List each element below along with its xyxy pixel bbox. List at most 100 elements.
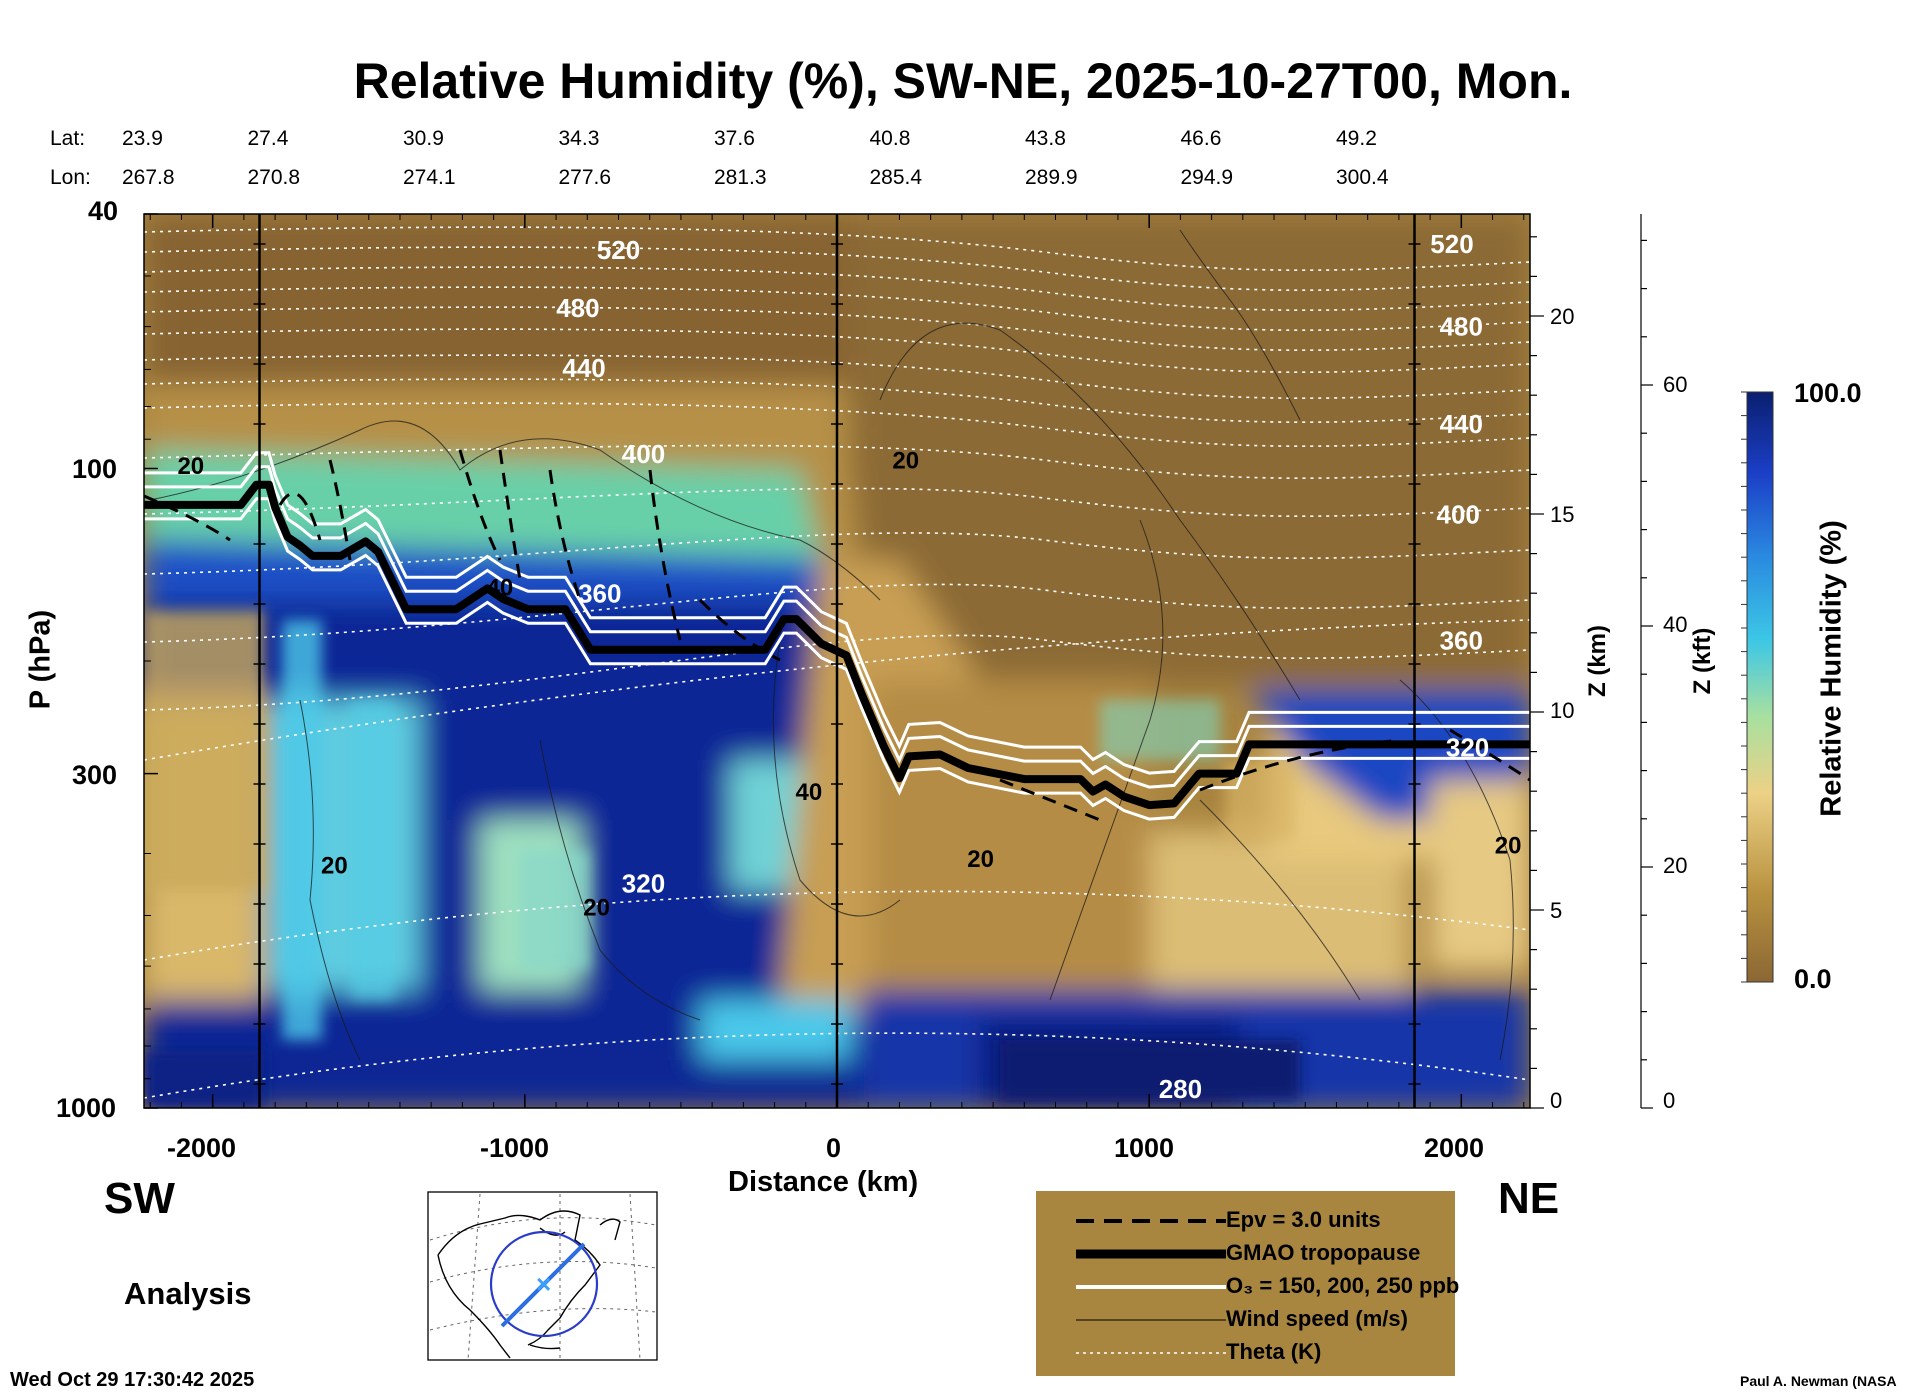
sw-direction-label: SW xyxy=(104,1174,175,1223)
y-tick-label: 100 xyxy=(72,454,118,484)
tropopause-line xyxy=(144,480,1530,810)
zkm-tick-label: 0 xyxy=(1550,1088,1563,1113)
wind-contour xyxy=(1179,229,1301,421)
x-tick-label: 0 xyxy=(826,1133,842,1163)
wind-contour xyxy=(539,739,701,1021)
x-tick-label: -1000 xyxy=(480,1133,550,1163)
wind-label: 20 xyxy=(321,853,348,880)
legend-label: Wind speed (m/s) xyxy=(1226,1306,1408,1331)
vertical-location-markers xyxy=(253,214,1421,1108)
lon-value: 285.4 xyxy=(869,166,923,189)
lon-value: 289.9 xyxy=(1025,166,1078,189)
theta-label: 480 xyxy=(556,293,599,323)
lon-value: 277.6 xyxy=(558,166,612,189)
wind-label: 20 xyxy=(892,448,919,475)
lat-value: 27.4 xyxy=(247,127,289,150)
legend-label: GMAO tropopause xyxy=(1226,1240,1421,1265)
legend-label: Theta (K) xyxy=(1226,1339,1322,1364)
epv-contour xyxy=(498,449,522,581)
ozone-contour xyxy=(144,497,1530,821)
legend-item-theta: Theta (K) xyxy=(1036,1337,1455,1369)
epv-contour xyxy=(999,778,1101,822)
epv-contour xyxy=(144,494,231,542)
wind-contour xyxy=(772,639,901,917)
map-center-star-icon: × xyxy=(536,1269,551,1299)
wind-contour xyxy=(879,322,1301,701)
legend-item-tropopause: GMAO tropopause xyxy=(1036,1238,1455,1270)
wind-contour xyxy=(149,420,881,601)
legend-item-ozone: O₃ = 150, 200, 250 ppb xyxy=(1036,1271,1459,1303)
epv-contour xyxy=(1199,738,1401,792)
chart-title: Relative Humidity (%), SW-NE, 2025-10-27… xyxy=(353,53,1573,109)
x-tick-label: -2000 xyxy=(167,1133,237,1163)
wind-label: 20 xyxy=(967,846,994,873)
colorbar-max-label: 100.0 xyxy=(1794,378,1862,408)
lon-value: 267.8 xyxy=(122,166,175,189)
colorbar-title: Relative Humidity (%) xyxy=(1815,520,1848,817)
axes xyxy=(144,213,1747,1109)
zkm-tick-label: 10 xyxy=(1550,698,1575,723)
wind-label: 20 xyxy=(177,453,204,480)
ozone-contour xyxy=(144,451,1530,775)
credit: Paul A. Newman (NASA xyxy=(1740,1373,1897,1389)
theta-label: 400 xyxy=(1437,500,1480,530)
legend: Epv = 3.0 units GMAO tropopause O₃ = 150… xyxy=(1036,1191,1459,1376)
theta-label: 440 xyxy=(562,353,605,383)
timestamp: Wed Oct 29 17:30:42 2025 xyxy=(10,1369,255,1391)
wind-label: 20 xyxy=(1495,833,1522,860)
x-axis-title: Distance (km) xyxy=(728,1166,919,1198)
theta-isoline xyxy=(144,532,1530,575)
legend-item-epv: Epv = 3.0 units xyxy=(1036,1205,1455,1237)
theta-isoline xyxy=(144,634,1530,711)
lon-header-label: Lon: xyxy=(50,166,91,189)
epv-contour xyxy=(328,459,352,561)
wind-label: 40 xyxy=(796,779,823,806)
wind-label: 40 xyxy=(487,575,514,602)
theta-label: 400 xyxy=(622,439,665,469)
theta-label: 520 xyxy=(1430,229,1473,259)
theta-label: 320 xyxy=(1446,732,1489,762)
theta-label: 520 xyxy=(597,235,640,265)
zkft-tick-label: 60 xyxy=(1663,372,1688,397)
theta-label: 280 xyxy=(1159,1074,1202,1104)
lon-value: 300.4 xyxy=(1336,166,1389,189)
epv-contour xyxy=(278,491,322,541)
legend-label: O₃ = 150, 200, 250 ppb xyxy=(1226,1273,1460,1298)
legend-label: Epv = 3.0 units xyxy=(1226,1207,1381,1232)
y-tick-label: 40 xyxy=(88,196,119,226)
lon-value: 281.3 xyxy=(714,166,767,189)
lon-value: 294.9 xyxy=(1180,166,1234,189)
theta-label: 480 xyxy=(1440,312,1483,342)
epv-contour xyxy=(548,469,582,601)
lat-value: 43.8 xyxy=(1025,127,1066,150)
wind-contour xyxy=(1199,799,1361,1001)
zkft-tick-label: 0 xyxy=(1663,1088,1676,1113)
theta-label: 440 xyxy=(1440,409,1483,439)
zkft-tick-label: 20 xyxy=(1663,853,1688,878)
lat-value: 49.2 xyxy=(1336,127,1377,150)
x-tick-label: 2000 xyxy=(1424,1133,1485,1163)
lon-value: 270.8 xyxy=(247,166,301,189)
lat-value: 30.9 xyxy=(403,127,444,150)
lat-value: 34.3 xyxy=(558,127,600,150)
zkm-tick-label: 5 xyxy=(1550,898,1563,923)
colorbar-min-label: 0.0 xyxy=(1794,964,1832,994)
zkm-tick-label: 15 xyxy=(1550,502,1575,527)
zkft-axis-title: Z (kft) xyxy=(1689,627,1716,695)
x-tick-label: 1000 xyxy=(1114,1133,1175,1163)
inset-map: × xyxy=(427,1191,658,1361)
zkft-tick-label: 40 xyxy=(1663,612,1688,637)
ne-direction-label: NE xyxy=(1498,1174,1560,1223)
wind-contour xyxy=(299,699,361,1061)
y-tick-label: 1000 xyxy=(56,1093,117,1123)
mode-label: Analysis xyxy=(124,1276,252,1311)
epv-contour xyxy=(1449,728,1530,782)
ozone-contour xyxy=(144,465,1530,789)
lat-value: 23.9 xyxy=(122,127,163,150)
lat-value: 40.8 xyxy=(869,127,911,150)
wind-label: 20 xyxy=(583,895,610,922)
theta-label: 320 xyxy=(622,868,665,898)
zkm-axis-title: Z (km) xyxy=(1584,625,1611,697)
y-axis-title: P (hPa) xyxy=(24,609,57,710)
